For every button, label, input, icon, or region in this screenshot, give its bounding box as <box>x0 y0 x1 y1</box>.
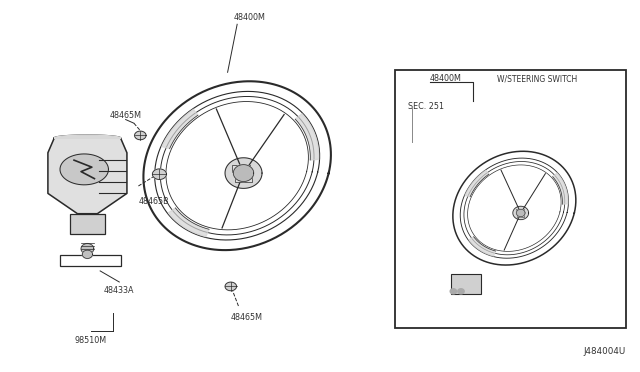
Polygon shape <box>552 173 568 204</box>
Polygon shape <box>465 170 489 197</box>
Bar <box>70 214 105 234</box>
Polygon shape <box>48 138 127 214</box>
Bar <box>242 165 250 172</box>
Bar <box>517 213 524 217</box>
Polygon shape <box>450 289 456 294</box>
Polygon shape <box>458 289 464 294</box>
Bar <box>60 256 121 266</box>
Text: J484004U: J484004U <box>584 347 626 356</box>
Polygon shape <box>225 158 262 188</box>
Text: 48465M: 48465M <box>109 110 141 119</box>
Polygon shape <box>469 237 495 256</box>
Bar <box>395 70 626 328</box>
Polygon shape <box>162 109 198 148</box>
Polygon shape <box>225 282 237 291</box>
Polygon shape <box>295 114 319 160</box>
Bar <box>232 165 240 172</box>
Text: 48465M: 48465M <box>230 313 262 323</box>
Text: 48400M: 48400M <box>429 74 461 83</box>
Text: 98510M: 98510M <box>74 336 107 344</box>
Text: W/STEERING SWITCH: W/STEERING SWITCH <box>497 74 577 83</box>
Polygon shape <box>54 135 120 138</box>
Polygon shape <box>168 208 209 237</box>
Polygon shape <box>152 169 166 179</box>
Polygon shape <box>134 131 146 140</box>
Bar <box>516 209 519 213</box>
Polygon shape <box>513 206 529 219</box>
Bar <box>236 173 252 182</box>
Text: 48400M: 48400M <box>234 13 266 22</box>
Polygon shape <box>60 154 108 185</box>
Bar <box>520 209 524 213</box>
Text: 48433A: 48433A <box>104 286 134 295</box>
Text: 48465B: 48465B <box>138 197 169 206</box>
Polygon shape <box>83 250 93 259</box>
Bar <box>451 274 481 294</box>
Polygon shape <box>516 209 525 217</box>
Text: SEC. 251: SEC. 251 <box>408 102 444 111</box>
Polygon shape <box>234 165 253 182</box>
Polygon shape <box>81 244 94 254</box>
